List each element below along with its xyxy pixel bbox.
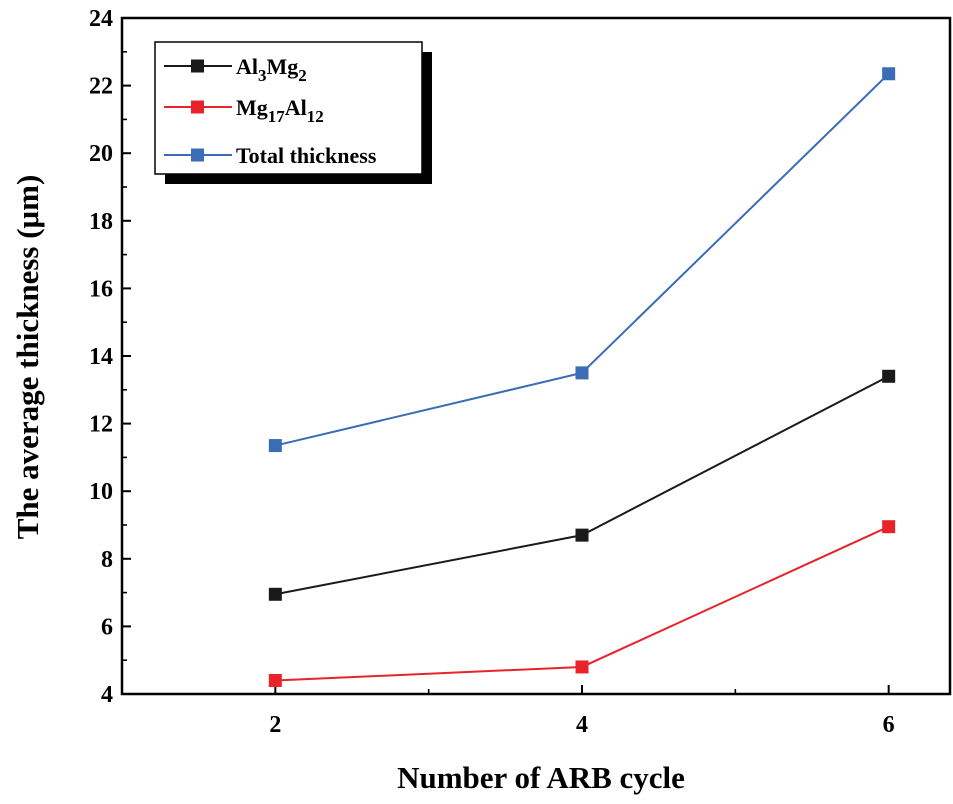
x-tick-label: 6 xyxy=(883,712,895,738)
data-point xyxy=(882,369,896,383)
y-tick-label: 22 xyxy=(89,74,113,100)
y-tick-label: 4 xyxy=(101,682,113,708)
data-point xyxy=(882,520,896,534)
data-point xyxy=(268,673,282,687)
legend-label: Mg17Al12 xyxy=(236,95,324,126)
data-point xyxy=(575,528,589,542)
legend-marker xyxy=(191,59,204,73)
legend-marker xyxy=(191,148,204,162)
y-tick-label: 8 xyxy=(101,547,113,573)
y-tick-label: 10 xyxy=(89,479,113,505)
y-tick-label: 24 xyxy=(89,6,113,32)
y-tick-label: 20 xyxy=(89,141,113,167)
y-tick-label: 6 xyxy=(101,614,113,640)
series-line xyxy=(275,525,890,682)
legend-marker xyxy=(191,100,204,114)
y-tick-label: 18 xyxy=(89,209,113,235)
y-tick-label: 16 xyxy=(89,276,113,302)
data-point xyxy=(268,587,282,601)
data-point xyxy=(268,439,282,453)
x-axis-title: Number of ARB cycle xyxy=(397,760,685,795)
x-tick-label: 4 xyxy=(576,712,588,738)
x-tick-label: 2 xyxy=(269,712,281,738)
y-tick-label: 12 xyxy=(89,412,113,438)
data-point xyxy=(575,366,589,380)
legend-label: Total thickness xyxy=(236,143,377,168)
data-point xyxy=(882,67,896,81)
y-axis-title: The average thickness (μm) xyxy=(10,175,45,540)
data-point xyxy=(575,660,589,674)
series-line xyxy=(275,375,890,596)
y-tick-label: 14 xyxy=(89,344,113,370)
legend-label: Al3Mg2 xyxy=(236,54,307,85)
